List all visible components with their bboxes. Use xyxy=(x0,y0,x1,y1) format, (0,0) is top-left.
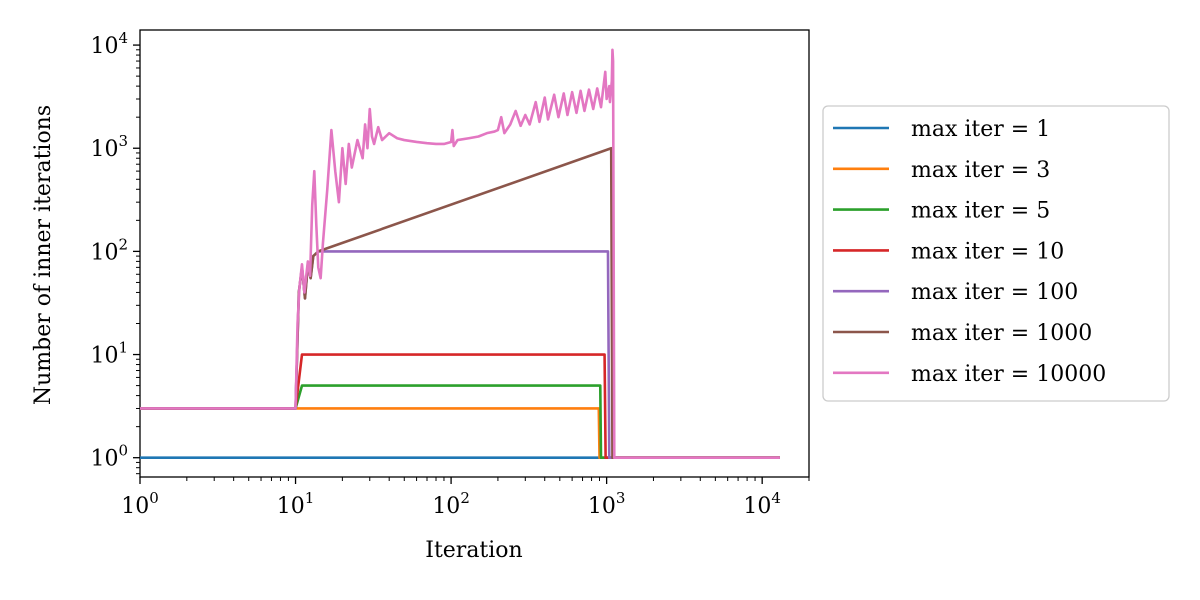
y-axis: 100 101 102 103 104 xyxy=(90,29,140,475)
y-tick-label: 104 xyxy=(90,29,128,59)
y-tick-label: 101 xyxy=(90,339,128,369)
plot-area: 100 101 102 103 104 100 101 102 103 104 xyxy=(90,29,810,519)
x-tick-label: 102 xyxy=(432,489,470,519)
series-line-7 xyxy=(140,48,780,459)
y-axis-label: Number of inner iterations xyxy=(31,105,56,405)
y-tick-label: 102 xyxy=(90,235,128,265)
y-tick-label: 103 xyxy=(90,132,128,162)
legend-label: max iter = 3 xyxy=(911,158,1050,183)
legend-label: max iter = 1 xyxy=(911,117,1050,142)
series-line-2 xyxy=(140,407,780,459)
legend-label: max iter = 10 xyxy=(911,239,1064,264)
axes-frame xyxy=(139,29,810,478)
series-line-4 xyxy=(140,353,780,459)
x-axis: 100 101 102 103 104 xyxy=(121,477,810,519)
x-tick-label: 101 xyxy=(277,489,315,519)
legend-label: max iter = 100 xyxy=(911,280,1078,305)
legend-label: max iter = 5 xyxy=(911,199,1050,224)
x-tick-label: 100 xyxy=(121,489,159,519)
y-tick-label: 100 xyxy=(90,442,128,472)
series-line-3 xyxy=(140,384,780,459)
x-axis-label: Iteration xyxy=(425,538,522,563)
x-tick-label: 104 xyxy=(743,489,781,519)
legend-label: max iter = 1000 xyxy=(911,321,1092,346)
legend-box xyxy=(822,105,1170,402)
series-layer xyxy=(140,48,780,459)
x-tick-label: 103 xyxy=(588,489,626,519)
series-line-6 xyxy=(140,146,780,459)
legend-label: max iter = 10000 xyxy=(911,362,1106,387)
legend: max iter = 1 max iter = 3 max iter = 5 max … xyxy=(822,105,1170,402)
